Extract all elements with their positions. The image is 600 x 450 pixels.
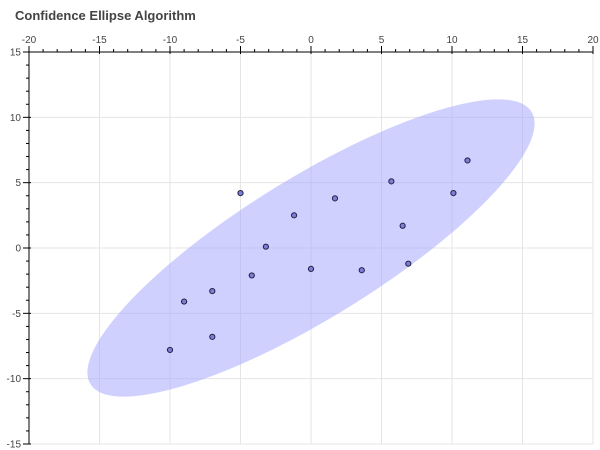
y-tick-label: -10 <box>7 374 22 385</box>
y-tick-label: -5 <box>12 309 21 320</box>
y-tick-label: 5 <box>15 178 21 189</box>
y-tick-label: 0 <box>15 244 21 255</box>
data-point <box>331 195 339 202</box>
data-point <box>399 222 406 229</box>
x-tick-label: -10 <box>163 35 178 46</box>
x-tick-label: -5 <box>236 35 245 46</box>
data-point <box>450 190 457 197</box>
data-point <box>290 212 298 219</box>
confidence-ellipse <box>87 99 535 397</box>
data-point <box>358 267 365 274</box>
confidence-ellipse-layer <box>87 99 535 397</box>
data-point <box>209 333 216 340</box>
x-tick-label: 10 <box>446 35 458 46</box>
x-tick-label: 20 <box>587 35 599 46</box>
x-tick-label: 5 <box>379 35 385 46</box>
data-point <box>166 346 174 354</box>
data-point <box>262 243 269 250</box>
data-point <box>209 288 216 295</box>
x-tick-label: 0 <box>308 35 314 46</box>
axes: -20 -15 -10 -5 0 5 10 15 20 -15 -10 -5 0 5 10 15 <box>7 35 599 450</box>
y-tick-label: 15 <box>10 48 22 59</box>
y-tick-label: 10 <box>10 113 22 124</box>
data-point <box>237 190 244 197</box>
data-point <box>181 298 188 305</box>
data-point <box>405 260 412 267</box>
x-tick-label: 15 <box>517 35 529 46</box>
data-point <box>388 178 395 185</box>
data-point <box>248 272 255 279</box>
x-tick-label: -15 <box>92 35 107 46</box>
y-tick-label: -15 <box>7 440 22 450</box>
data-point <box>464 157 471 164</box>
data-points <box>166 157 471 354</box>
chart-title: Confidence Ellipse Algorithm <box>15 8 196 23</box>
x-tick-label: -20 <box>22 35 37 46</box>
data-point <box>307 265 315 273</box>
